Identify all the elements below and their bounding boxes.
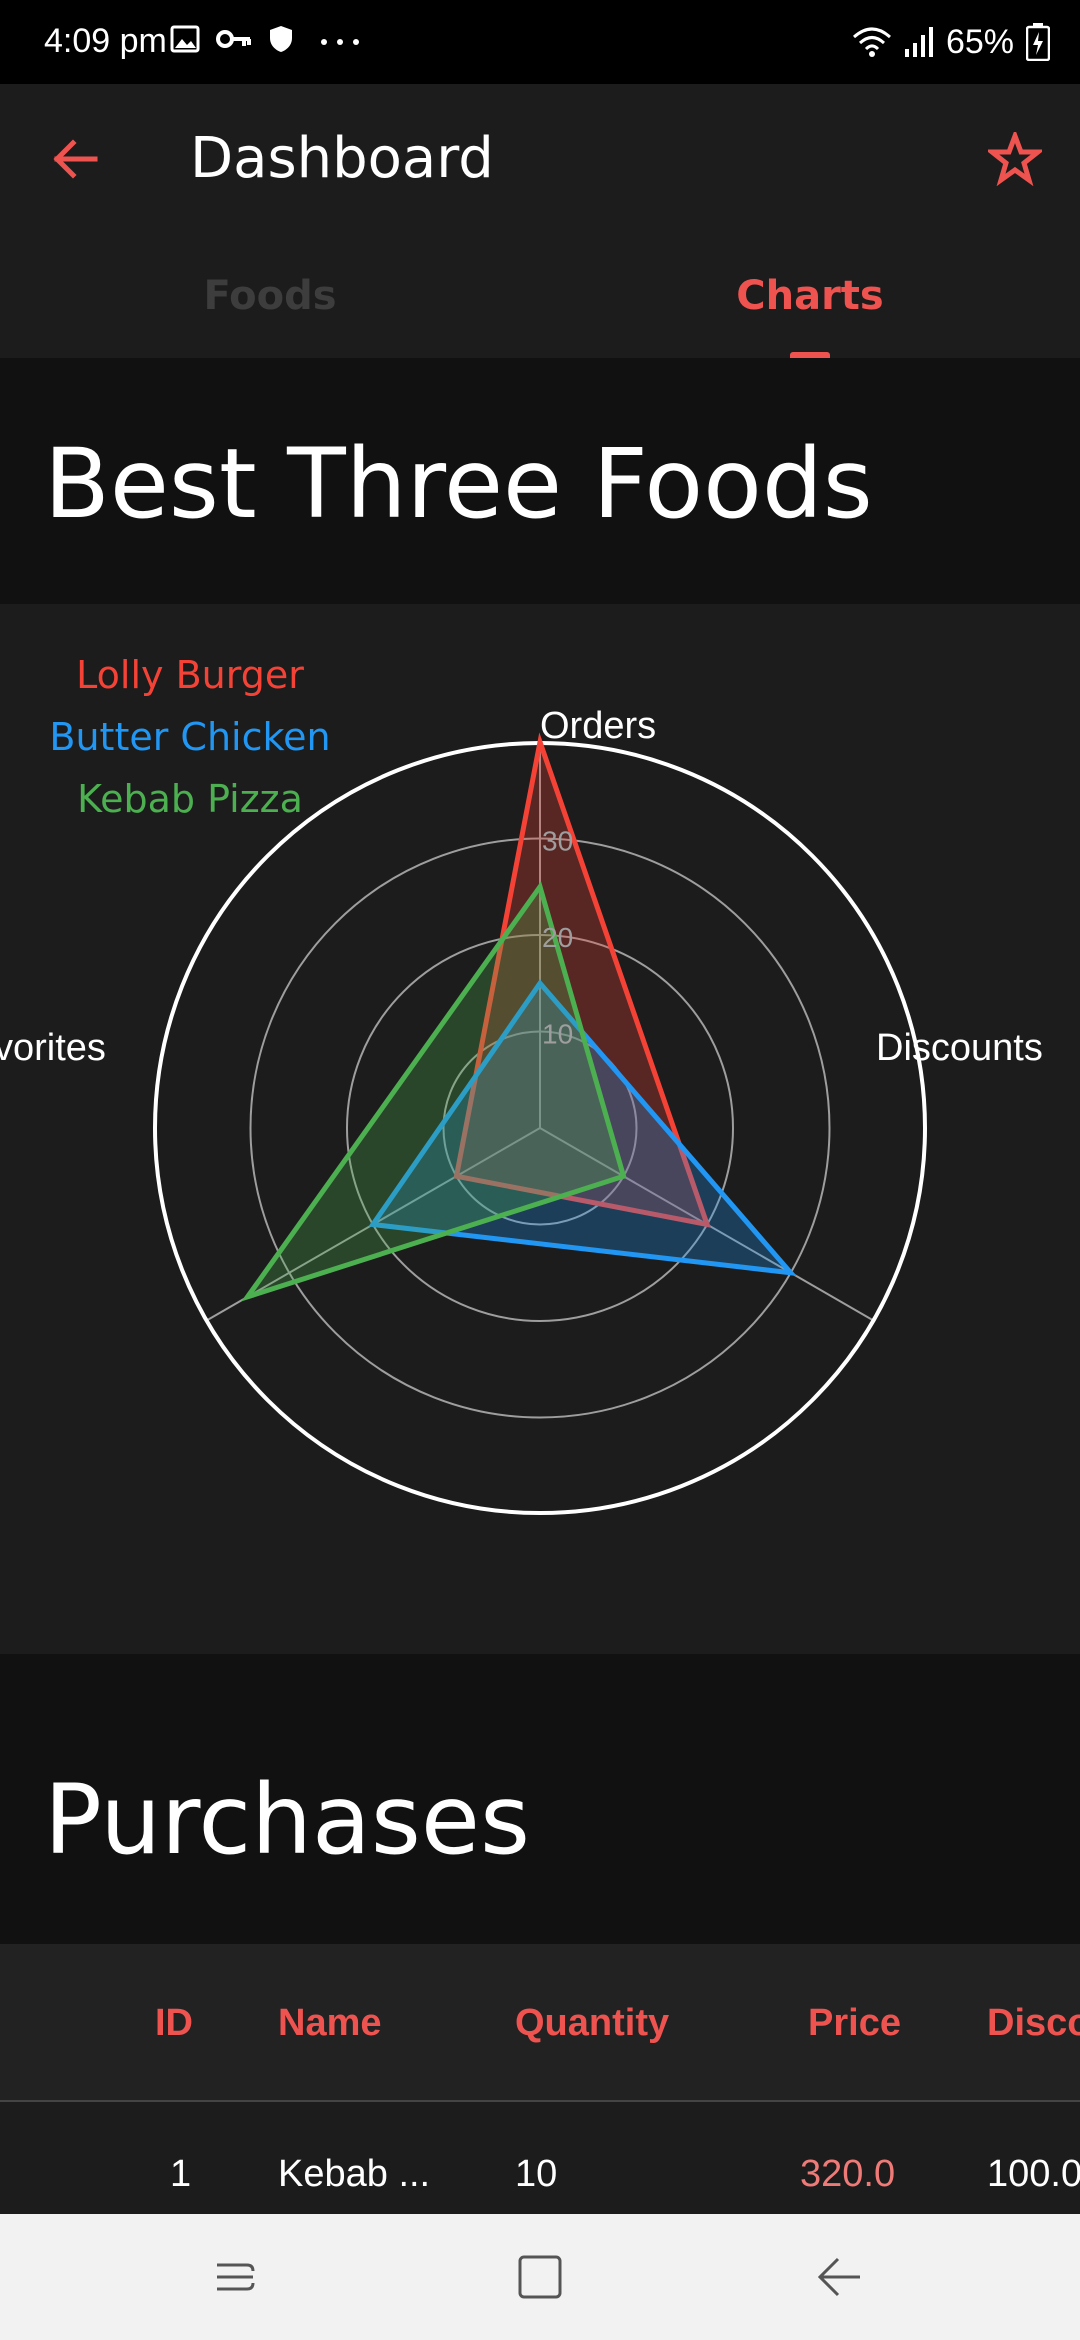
purchases-section-title: Purchases — [44, 1764, 530, 1876]
column-header-discount[interactable]: Disco — [987, 2002, 1080, 2044]
column-header-name[interactable]: Name — [278, 2002, 382, 2044]
cell-price: 320.0 — [800, 2153, 896, 2195]
battery-percent: 65% — [945, 22, 1014, 61]
legend-entry-butter-chicken: Butter Chicken — [49, 715, 331, 759]
key-icon — [216, 30, 251, 48]
purchases-table: ID Name Quantity Price Disco 1 Kebab ...… — [0, 1944, 1080, 2214]
chart-section-header: Best Three Foods — [0, 358, 1080, 604]
arrow-left-icon — [53, 139, 98, 179]
recent-apps-icon[interactable] — [205, 2247, 265, 2307]
table-header: ID Name Quantity Price Disco — [0, 1944, 1080, 2102]
app-bar: Dashboard — [0, 84, 1080, 234]
chart-area: 10 20 30 Orders Discounts vorites Lolly Burge… — [0, 604, 1080, 1654]
tab-bar: Foods Charts — [0, 234, 1080, 358]
favorite-button[interactable] — [980, 124, 1050, 194]
tab-charts[interactable]: Charts — [736, 273, 884, 319]
axis-label-discounts: Discounts — [876, 1027, 1043, 1069]
cell-discount: 100.0 — [987, 2153, 1080, 2195]
axis-label-favorites: vorites — [0, 1027, 106, 1069]
star-icon — [988, 132, 1042, 186]
more-icon — [321, 39, 359, 45]
page-title: Dashboard — [190, 126, 494, 191]
status-bar: 4:09 pm 65% — [0, 0, 1080, 84]
cell-quantity: 10 — [515, 2153, 558, 2195]
tab-foods[interactable]: Foods — [203, 273, 337, 319]
back-button[interactable] — [40, 124, 110, 194]
shield-icon — [270, 26, 292, 52]
radar-chart: 10 20 30 Orders Discounts vorites — [0, 705, 1043, 1515]
image-icon — [170, 25, 200, 53]
series-butter-chicken — [368, 979, 797, 1276]
chart-legend: Lolly Burger Butter Chicken Kebab Pizza — [40, 644, 340, 830]
wifi-icon — [852, 27, 891, 57]
legend-entry-kebab-pizza: Kebab Pizza — [77, 777, 303, 821]
tick-label-30: 30 — [542, 826, 573, 857]
purchases-section-header: Purchases — [0, 1654, 1080, 1944]
tick-label-20: 20 — [542, 922, 573, 953]
table-row[interactable]: 1 Kebab ... 10 320.0 100.0 — [0, 2104, 1080, 2214]
column-header-id[interactable]: ID — [155, 2002, 193, 2044]
column-header-quantity[interactable]: Quantity — [515, 2002, 670, 2044]
chart-section-title: Best Three Foods — [44, 428, 873, 540]
series-kebab-pizza — [241, 881, 627, 1302]
system-nav-bar — [0, 2214, 1080, 2340]
home-icon[interactable] — [510, 2247, 570, 2307]
signal-icon — [904, 27, 933, 57]
battery-icon — [1026, 23, 1050, 61]
column-header-price[interactable]: Price — [808, 2002, 901, 2044]
tick-label-10: 10 — [542, 1019, 573, 1050]
back-nav-icon[interactable] — [810, 2247, 870, 2307]
tab-indicator — [790, 352, 830, 358]
legend-entry-lolly-burger: Lolly Burger — [76, 653, 304, 697]
cell-name: Kebab ... — [278, 2153, 431, 2195]
status-time: 4:09 pm — [44, 22, 167, 60]
cell-id: 1 — [170, 2153, 192, 2195]
axis-label-orders: Orders — [540, 705, 656, 747]
